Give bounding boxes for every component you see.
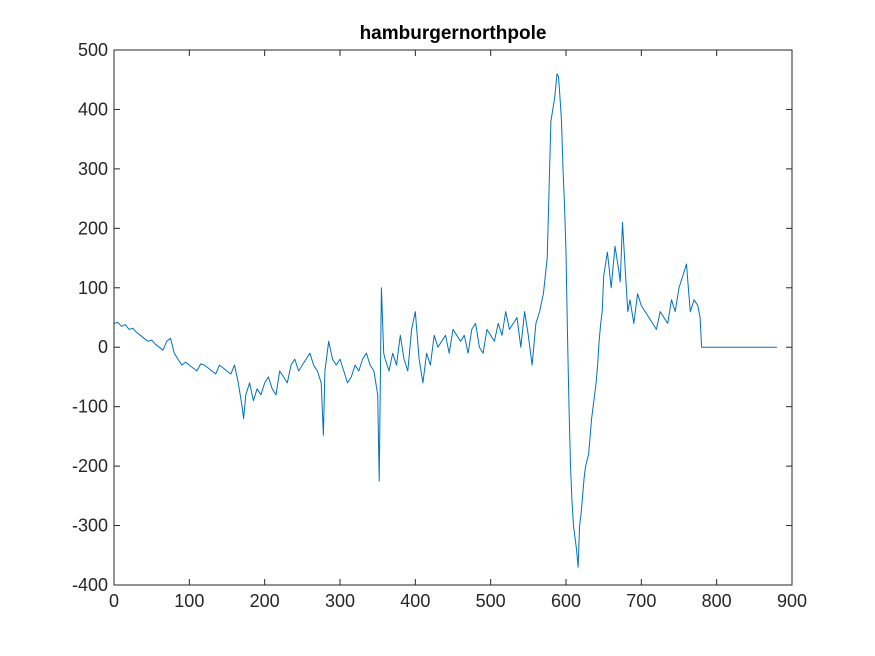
- x-tick-label: 800: [702, 591, 732, 611]
- x-tick-label: 300: [325, 591, 355, 611]
- x-tick-label: 900: [777, 591, 807, 611]
- series-line-0: [113, 73, 777, 568]
- x-tick-label: 0: [109, 591, 119, 611]
- y-tick-label: 300: [78, 159, 108, 179]
- series-layer: [113, 73, 777, 568]
- x-tick-label: 100: [174, 591, 204, 611]
- y-tick-label: 100: [78, 278, 108, 298]
- x-tick-label: 700: [626, 591, 656, 611]
- y-tick-label: 200: [78, 218, 108, 238]
- y-tick-label: -400: [72, 575, 108, 595]
- chart-title: hamburgernorthpole: [360, 23, 547, 44]
- y-tick-label: -200: [72, 456, 108, 476]
- y-tick-label: -300: [72, 516, 108, 536]
- x-tick-label: 200: [250, 591, 280, 611]
- axes-box: [113, 49, 793, 586]
- x-tick-label: 500: [476, 591, 506, 611]
- y-tick-label: -100: [72, 397, 108, 417]
- y-tick-label: 400: [78, 99, 108, 119]
- x-tick-label: 600: [551, 591, 581, 611]
- plot-area: [114, 50, 792, 585]
- y-tick-label: 500: [78, 40, 108, 60]
- y-tick-label: 0: [98, 337, 108, 357]
- x-tick-label: 400: [400, 591, 430, 611]
- ticks-layer: 0 100 200 300 400 500 600 700 800 900 -400 -300 -200…: [72, 40, 807, 611]
